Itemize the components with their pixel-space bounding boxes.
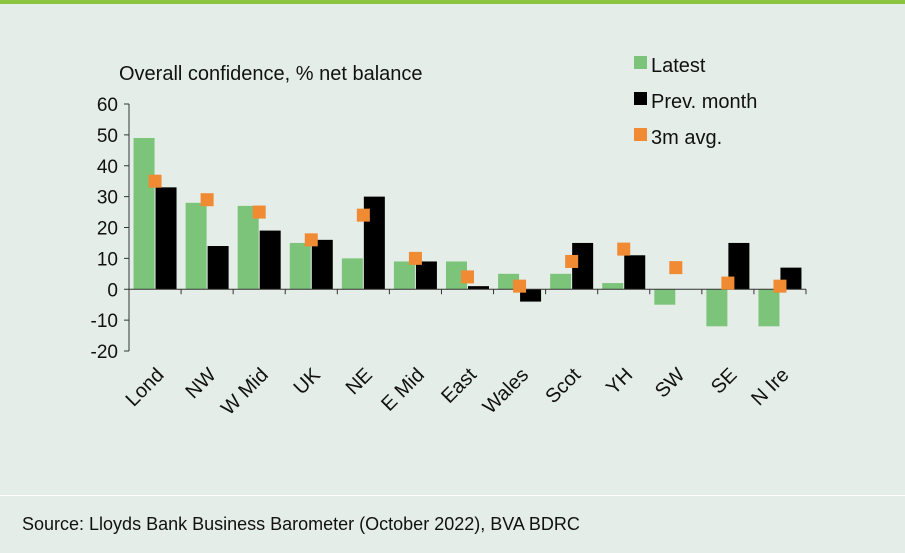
- marker-3m-avg-uk: [304, 233, 318, 247]
- bar-latest-nw: [185, 202, 207, 290]
- top-accent-rule: [0, 0, 905, 4]
- x-tick-label: E Mid: [377, 364, 429, 416]
- x-tick-label: SE: [707, 364, 741, 398]
- marker-3m-avg-sw: [669, 261, 683, 275]
- bar-prev-month-east: [468, 286, 489, 290]
- bar-prev-month-scot: [572, 242, 594, 290]
- y-tick-label: 60: [97, 95, 118, 116]
- legend-label: 3m avg.: [651, 127, 722, 149]
- legend-swatch-prev-month: [634, 92, 647, 105]
- marker-3m-avg-east: [461, 270, 474, 284]
- y-tick-label: -20: [91, 342, 118, 363]
- chart-area: Overall confidence, % net balance -20 -10 0…: [0, 4, 905, 494]
- y-tick-label: 20: [97, 219, 118, 240]
- bar-latest-n-ire: [758, 289, 780, 327]
- x-tick-label: W Mid: [217, 364, 273, 420]
- marker-3m-avg-e-mid: [408, 251, 422, 265]
- legend-swatch-3m-avg: [634, 128, 647, 141]
- y-tick-label: -10: [91, 311, 118, 332]
- bar-prev-month-e-mid: [415, 261, 437, 290]
- marker-3m-avg-lond: [148, 174, 162, 188]
- x-tick-label: SW: [651, 364, 689, 402]
- bar-prev-month-lond: [155, 187, 177, 290]
- x-tick-label: NE: [342, 364, 377, 399]
- source-note: Source: Lloyds Bank Business Barometer (…: [22, 514, 580, 534]
- x-tick-label: Wales: [479, 364, 533, 418]
- bar-latest-uk: [289, 242, 311, 290]
- marker-3m-avg-wales: [513, 279, 527, 293]
- x-tick-label: NW: [182, 364, 221, 403]
- x-tick-label: YH: [602, 364, 637, 399]
- y-tick-label: 10: [97, 249, 118, 270]
- bar-latest-ne: [341, 258, 363, 290]
- y-tick-label: 0: [107, 280, 118, 301]
- marker-3m-avg-se: [721, 276, 735, 290]
- footer-divider: [0, 495, 905, 496]
- chart-title: Overall confidence, % net balance: [119, 63, 423, 85]
- marker-3m-avg-w-mid: [252, 205, 266, 219]
- y-tick-label: 50: [97, 126, 118, 147]
- bar-prev-month-nw: [207, 246, 229, 290]
- y-tick-label: 30: [97, 188, 118, 209]
- x-tick-label: UK: [290, 364, 326, 400]
- bar-latest-e-mid: [393, 261, 415, 290]
- x-tick-label: East: [437, 364, 481, 408]
- bar-latest-se: [706, 289, 728, 327]
- bar-prev-month-w-mid: [259, 230, 281, 290]
- marker-3m-avg-ne: [356, 208, 370, 222]
- bar-latest-scot: [550, 273, 572, 290]
- bar-prev-month-uk: [311, 239, 333, 290]
- bar-latest-lond: [133, 137, 155, 290]
- y-tick-label: 40: [97, 157, 118, 178]
- marker-3m-avg-yh: [617, 242, 631, 256]
- bar-latest-w-mid: [237, 205, 259, 290]
- bar-chart: Overall confidence, % net balance -20 -10 0…: [91, 55, 807, 420]
- marker-3m-avg-n-ire: [773, 279, 787, 293]
- x-tick-label: Scot: [541, 364, 585, 408]
- bar-prev-month-yh: [624, 255, 646, 290]
- bar-latest-sw: [654, 289, 676, 305]
- legend-swatch-latest: [634, 56, 647, 69]
- x-tick-label: N Ire: [747, 364, 793, 410]
- marker-3m-avg-nw: [200, 193, 214, 207]
- legend-label: Latest: [651, 55, 706, 77]
- x-tick-label: Lond: [122, 364, 169, 411]
- legend-label: Prev. month: [651, 91, 757, 113]
- marker-3m-avg-scot: [565, 254, 579, 268]
- bar-latest-yh: [602, 283, 624, 290]
